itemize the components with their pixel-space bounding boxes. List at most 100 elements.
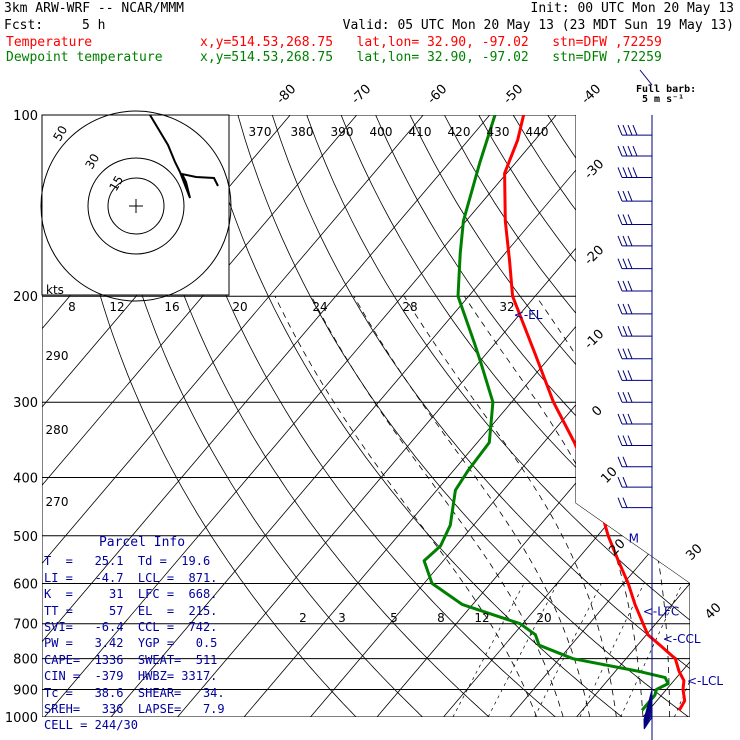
isotherm-label: -40 (579, 82, 605, 108)
isotherm-label: -10 (582, 327, 608, 353)
isotherm (44, 115, 557, 717)
wind-barb (617, 303, 652, 315)
barb-legend-line1: Full barb: (636, 84, 697, 95)
wind-barb (617, 124, 652, 136)
isotherm-label: -60 (425, 82, 451, 108)
wind-barb (643, 716, 653, 730)
dry-adiabat (271, 115, 690, 717)
init-time: Init: 00 UTC Mon 20 May 13 (530, 1, 735, 16)
isotherm-label: 30 (683, 541, 705, 563)
dry-adiabat (684, 115, 690, 717)
isotherm-label: -80 (274, 82, 300, 108)
dry-adiabat (512, 115, 690, 717)
parcel-info-row: PW = 3.42 YGP = 0.5 (44, 636, 218, 651)
level-annotation: M (629, 531, 639, 545)
moist-adiabat (353, 296, 591, 717)
dry-adiabat (203, 115, 623, 717)
speed-label: 8 (68, 300, 76, 314)
wind-barb (617, 235, 652, 247)
moist-adiabat (618, 295, 690, 717)
isotherm (443, 115, 690, 717)
mixing-ratio-label: 3 (338, 611, 346, 625)
pressure-label: 700 (13, 618, 38, 633)
wind-barb (643, 713, 653, 729)
isotherm-label: 40 (702, 600, 724, 622)
pressure-label: 500 (13, 530, 38, 545)
wind-barb (617, 167, 652, 178)
isotherm (42, 115, 424, 717)
theta-label: 400 (370, 125, 393, 139)
mixing-ratio-line (620, 583, 683, 717)
dry-adiabat (616, 115, 690, 717)
isotherm (177, 115, 690, 717)
chart-series (422, 115, 687, 712)
isotherm (710, 115, 740, 717)
level-annotation: <-LFC (643, 605, 679, 619)
dewpoint-line (422, 115, 670, 712)
isotherm-label: -20 (582, 243, 608, 269)
barb-legend-line2: 5 m s⁻¹ (642, 94, 685, 105)
theta-label: 370 (249, 125, 272, 139)
moist-adiabat (274, 296, 537, 717)
pressure-label: 800 (13, 653, 38, 668)
hodograph-ring-label: 50 (50, 123, 70, 143)
dry-adiabat (375, 115, 690, 717)
theta-label: 390 (331, 125, 354, 139)
wind-barb (643, 710, 653, 728)
dry-adiabat (581, 115, 690, 717)
wind-barb (617, 435, 652, 446)
pressure-label: 900 (13, 683, 38, 698)
speed-label: 24 (312, 300, 327, 314)
hodograph-ring-label: 15 (106, 173, 126, 193)
pressure-label: 200 (13, 290, 38, 305)
mixing-ratio-line (487, 583, 558, 717)
pressure-label: 400 (13, 471, 38, 486)
isotherm (42, 115, 491, 717)
dry-adiabat (99, 115, 423, 717)
moist-adiabat (403, 295, 617, 717)
moist-adiabat (463, 295, 644, 717)
speed-label: 28 (402, 300, 417, 314)
isotherm (576, 115, 690, 717)
wind-barb (639, 69, 653, 86)
dry-adiabat (306, 115, 690, 717)
level-annotation: <-LCL (687, 674, 723, 688)
mixing-ratio-line (452, 583, 525, 717)
speed-label: 20 (232, 300, 247, 314)
parcel-info-row: LI = -4.7 LCL = 871. (44, 570, 218, 585)
dewpoint-legend: Dewpoint temperature (6, 50, 163, 65)
dry-adiabat (237, 115, 689, 717)
wind-barb (617, 325, 652, 337)
dry-adiabat (444, 115, 690, 717)
theta-label: 290 (46, 349, 69, 363)
theta-label: 270 (46, 495, 69, 509)
isotherm-label: 10 (598, 464, 620, 486)
level-annotation: <-EL (514, 308, 543, 322)
hodograph-ring-label: 30 (82, 151, 102, 171)
parcel-info-row: CELL = 244/30 (44, 718, 138, 733)
wind-barbs (617, 69, 653, 740)
mixing-ratio-label: 12 (474, 611, 489, 625)
wind-barb (617, 370, 652, 381)
moist-adiabat (704, 296, 736, 717)
isotherm (509, 115, 690, 717)
parcel-info-row: T = 25.1 Td = 19.6 (44, 554, 211, 569)
parcel-info-row: SREH= 336 LAPSE= 7.9 (44, 702, 225, 717)
wind-barb (617, 413, 652, 425)
isotherm (42, 115, 358, 717)
wind-barb (617, 280, 652, 292)
speed-label: 12 (109, 300, 124, 314)
parcel-info-row: K = 31 LFC = 668. (44, 587, 218, 602)
dry-adiabat (340, 115, 690, 717)
wind-barb (617, 392, 652, 403)
speed-label: 16 (164, 300, 179, 314)
dry-adiabat (168, 115, 556, 717)
parcel-info-row: CIN = -379 HWBZ= 3317. (44, 669, 218, 684)
mixing-ratio-line (534, 583, 602, 717)
mixing-ratio-line (579, 583, 645, 717)
forecast-label: Fcst: (4, 18, 44, 33)
model-title: 3km ARW-WRF -- NCAR/MMM (4, 1, 185, 16)
dry-adiabat (720, 115, 740, 717)
dry-adiabat (409, 115, 690, 717)
